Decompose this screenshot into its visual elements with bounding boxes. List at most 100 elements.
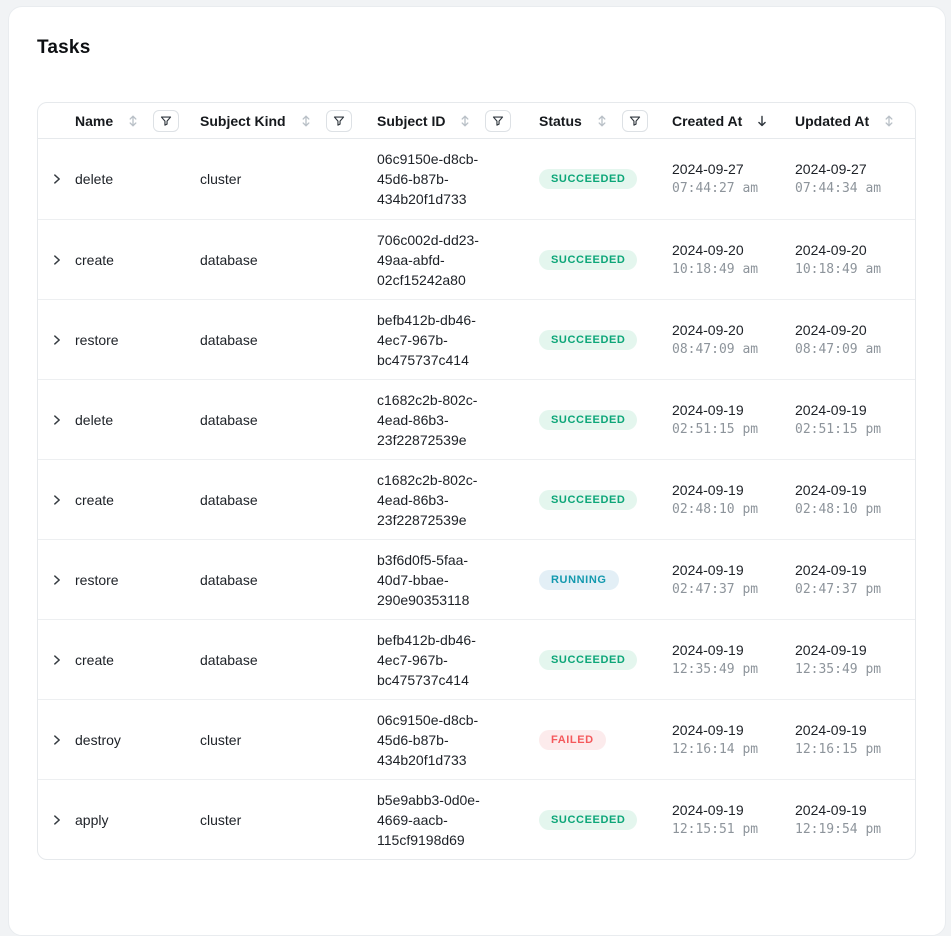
chevron-right-icon xyxy=(53,414,60,425)
filter-name-button[interactable] xyxy=(153,109,180,132)
chevron-right-icon xyxy=(53,334,60,345)
subject-kind: database xyxy=(200,571,258,588)
created-date: 2024-09-19 xyxy=(672,641,744,658)
subject-id: 06c9150e-d8cb-45d6-b87b-434b20f1d733 xyxy=(377,711,479,768)
created-time: 12:16:14 pm xyxy=(672,741,759,757)
subject-id: b3f6d0f5-5faa-40d7-bbae-290e90353118 xyxy=(377,551,470,608)
updated-time: 02:48:10 pm xyxy=(795,501,882,517)
header-cell-subject-kind: Subject Kind xyxy=(200,109,377,132)
expand-row-button[interactable] xyxy=(48,571,66,589)
updated-date: 2024-09-19 xyxy=(795,561,867,578)
header-cell-subject-id: Subject ID xyxy=(377,109,539,132)
expand-row-button[interactable] xyxy=(48,251,66,269)
created-date: 2024-09-19 xyxy=(672,481,744,498)
chevron-right-icon xyxy=(53,814,60,825)
created-date: 2024-09-19 xyxy=(672,561,744,578)
chevron-right-icon xyxy=(53,574,60,585)
sort-name-button[interactable] xyxy=(126,114,140,128)
expand-row-button[interactable] xyxy=(48,811,66,829)
expand-row-button[interactable] xyxy=(48,731,66,749)
updated-date: 2024-09-19 xyxy=(795,481,867,498)
sort-updated-at-button[interactable] xyxy=(882,114,896,128)
subject-kind: cluster xyxy=(200,171,242,187)
table-row: create database 706c002d-dd23-49aa-abfd-… xyxy=(38,219,915,299)
updated-time: 12:16:15 pm xyxy=(795,741,882,757)
sort-icon xyxy=(462,115,469,126)
table-row: create database befb412b-db46-4ec7-967b-… xyxy=(38,619,915,699)
created-date: 2024-09-19 xyxy=(672,801,744,818)
column-label-subject-id: Subject ID xyxy=(377,112,446,129)
expand-row-button[interactable] xyxy=(48,491,66,509)
status-badge: SUCCEEDED xyxy=(539,809,638,830)
created-time: 02:51:15 pm xyxy=(672,421,759,437)
task-name: delete xyxy=(75,171,114,187)
table-header: Name Subject Kind Subject ID xyxy=(38,103,915,139)
updated-time: 12:35:49 pm xyxy=(795,661,882,677)
updated-time: 08:47:09 am xyxy=(795,341,882,357)
updated-time: 10:18:49 am xyxy=(795,261,882,277)
filter-subject-kind-button[interactable] xyxy=(325,109,352,132)
column-label-status: Status xyxy=(539,112,582,129)
created-at-cell: 2024-09-20 08:47:09 am xyxy=(672,320,795,360)
chevron-right-icon xyxy=(53,254,60,265)
task-name: delete xyxy=(75,411,114,428)
created-date: 2024-09-19 xyxy=(672,401,744,418)
subject-kind: database xyxy=(200,331,258,348)
filter-status-button[interactable] xyxy=(621,109,648,132)
created-at-cell: 2024-09-20 10:18:49 am xyxy=(672,240,795,280)
chevron-right-icon xyxy=(53,494,60,505)
updated-at-cell: 2024-09-20 08:47:09 am xyxy=(795,320,915,360)
subject-kind: cluster xyxy=(200,731,242,748)
status-badge: SUCCEEDED xyxy=(539,329,638,350)
updated-time: 02:51:15 pm xyxy=(795,421,882,437)
filter-funnel-icon xyxy=(161,115,172,126)
expand-row-button[interactable] xyxy=(48,651,66,669)
subject-id: befb412b-db46-4ec7-967b-bc475737c414 xyxy=(377,311,476,368)
task-name: restore xyxy=(75,331,119,348)
created-at-cell: 2024-09-19 12:35:49 pm xyxy=(672,640,795,680)
created-at-cell: 2024-09-27 07:44:27 am xyxy=(672,159,795,199)
column-label-subject-kind: Subject Kind xyxy=(200,112,286,129)
updated-date: 2024-09-19 xyxy=(795,721,867,738)
task-name: restore xyxy=(75,571,119,588)
table-row: restore database befb412b-db46-4ec7-967b… xyxy=(38,299,915,379)
expand-row-button[interactable] xyxy=(48,331,66,349)
updated-at-cell: 2024-09-19 12:19:54 pm xyxy=(795,800,915,840)
expand-row-button[interactable] xyxy=(48,170,66,188)
sort-subject-id-button[interactable] xyxy=(458,114,472,128)
sort-created-at-button[interactable] xyxy=(755,114,769,128)
table-row: create database c1682c2b-802c-4ead-86b3-… xyxy=(38,459,915,539)
filter-subject-id-button[interactable] xyxy=(485,109,512,132)
subject-id: c1682c2b-802c-4ead-86b3-23f22872539e xyxy=(377,391,478,448)
created-time: 02:47:37 pm xyxy=(672,581,759,597)
header-cell-updated-at: Updated At xyxy=(795,113,915,129)
task-name: destroy xyxy=(75,731,121,748)
sort-subject-kind-button[interactable] xyxy=(299,114,313,128)
subject-id: b5e9abb3-0d0e-4669-aacb-115cf9198d69 xyxy=(377,791,480,848)
created-date: 2024-09-20 xyxy=(672,241,744,258)
updated-at-cell: 2024-09-19 02:51:15 pm xyxy=(795,400,915,440)
task-name: create xyxy=(75,491,114,508)
chevron-right-icon xyxy=(53,734,60,745)
created-time: 12:35:49 pm xyxy=(672,661,759,677)
updated-date: 2024-09-27 xyxy=(795,161,867,177)
updated-at-cell: 2024-09-19 12:16:15 pm xyxy=(795,720,915,760)
tasks-table: Name Subject Kind Subject ID xyxy=(37,102,916,860)
task-name: create xyxy=(75,251,114,268)
status-badge: SUCCEEDED xyxy=(539,249,638,270)
table-row: restore database b3f6d0f5-5faa-40d7-bbae… xyxy=(38,539,915,619)
column-label-name: Name xyxy=(75,112,114,129)
created-time: 10:18:49 am xyxy=(672,261,759,277)
updated-date: 2024-09-19 xyxy=(795,801,867,818)
subject-id: 706c002d-dd23-49aa-abfd-02cf15242a80 xyxy=(377,231,479,288)
subject-id: c1682c2b-802c-4ead-86b3-23f22872539e xyxy=(377,471,478,528)
status-badge: SUCCEEDED xyxy=(539,409,638,430)
column-label-updated-at: Updated At xyxy=(795,112,870,129)
sort-status-button[interactable] xyxy=(595,114,609,128)
updated-date: 2024-09-19 xyxy=(795,641,867,658)
status-badge: FAILED xyxy=(539,729,606,750)
updated-time: 12:19:54 pm xyxy=(795,821,882,837)
sort-icon xyxy=(302,115,310,126)
expand-row-button[interactable] xyxy=(48,411,66,429)
status-badge: RUNNING xyxy=(539,569,619,590)
